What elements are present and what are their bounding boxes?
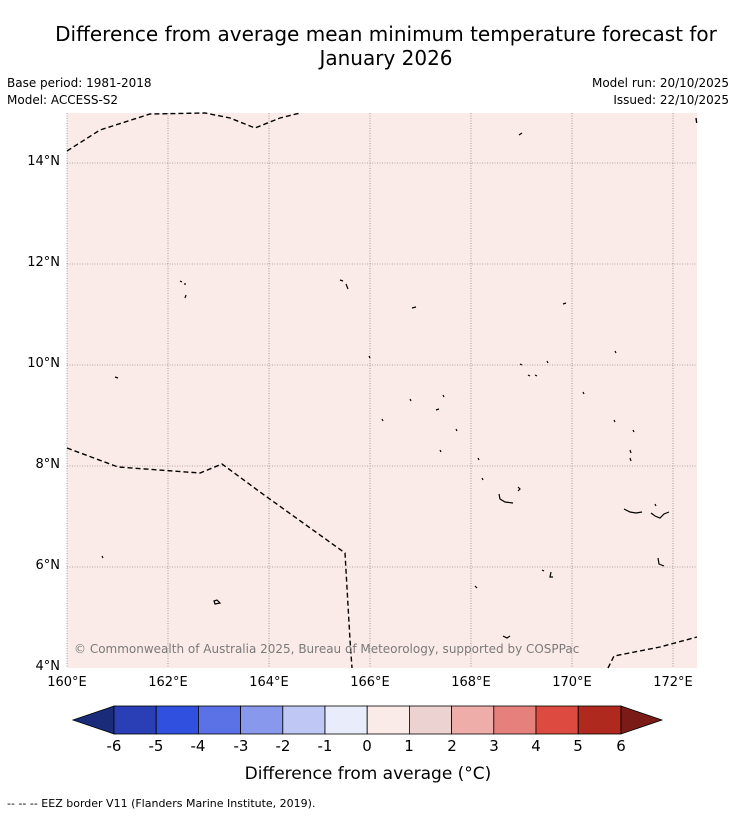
island [519,363,523,366]
colorbar-segment [408,705,452,735]
lat-label-14n: 14°N [27,154,60,169]
colorbar-tick: 2 [447,737,457,755]
lon-label-172e: 172°E [653,675,693,690]
eez-borders [66,112,698,669]
lon-label-166e: 166°E [350,675,390,690]
lon-label-164e: 164°E [249,675,289,690]
colorbar [71,705,664,735]
lon-label-162e: 162°E [148,675,188,690]
colorbar-tick: 6 [616,737,626,755]
island [582,391,585,395]
lat-label-4n: 4°N [35,659,61,674]
colorbar-segment [451,705,495,735]
colorbar-tick: -4 [190,737,206,755]
island [549,571,553,578]
island [541,569,545,572]
island [474,585,478,589]
copyright-notice: © Commonwealth of Australia 2025, Bureau… [74,642,580,656]
island [562,302,567,305]
island [657,557,665,567]
island [411,306,417,309]
island [527,374,538,377]
colorbar-tick: -5 [148,737,164,755]
colorbar-tick: 3 [489,737,499,755]
island [613,419,616,423]
lat-label-6n: 6°N [35,558,61,573]
colorbar-segment [577,705,622,735]
colorbar-tick: 5 [573,737,583,755]
colorbar-tick: -1 [317,737,333,755]
issued-date: Issued: 22/10/2025 [613,93,729,107]
island [439,449,442,453]
colorbar-max-arrow [620,705,664,735]
colorbar-segment [197,705,241,735]
colorbar-tick: 4 [531,737,541,755]
lat-label-12n: 12°N [27,255,60,270]
island [339,279,349,290]
colorbar-tick: 1 [404,737,414,755]
island [481,477,484,481]
colorbar-min-arrow [71,705,115,735]
island [101,555,104,559]
colorbar-segment [535,705,579,735]
island [517,486,521,492]
map-background [67,113,697,668]
colorbar-segment [155,705,199,735]
meta-left: Base period: 1981-2018 Model: ACCESS-S2 [7,75,152,109]
model-name: Model: ACCESS-S2 [7,93,119,107]
colorbar-title: Difference from average (°C) [244,764,492,784]
colorbar-segment [324,705,368,735]
island [477,457,480,461]
colorbar-tick: -6 [106,737,122,755]
colorbar-segment [113,705,157,735]
title-line-1: Difference from average mean minimum tem… [55,22,717,46]
islands [101,132,670,639]
model-run: Model run: 20/10/2025 [591,76,729,90]
colorbar-segment [240,705,284,735]
base-period: Base period: 1981-2018 [7,76,152,90]
lat-label-10n: 10°N [27,356,60,371]
island [614,350,617,354]
island [114,376,119,379]
island [442,394,445,398]
island [368,355,371,359]
island [518,132,523,136]
colorbar-tick: 0 [362,737,372,755]
meta-right: Model run: 20/10/2025 Issued: 22/10/2025 [592,75,729,109]
island [629,449,632,462]
island [502,635,511,639]
eez-legend-note: -- -- -- EEZ border V11 (Flanders Marine… [7,797,316,810]
lon-label-168e: 168°E [451,675,491,690]
title-line-2: January 2026 [319,46,453,70]
island [455,428,458,432]
gridlines [66,113,697,668]
island [381,418,384,422]
island [654,503,657,507]
colorbar-segment [282,705,326,735]
island [498,493,514,504]
island [184,294,187,299]
lon-label-160e: 160°E [47,675,87,690]
island [409,398,412,402]
island [435,408,440,411]
colorbar-tick: -2 [275,737,291,755]
island [632,429,635,433]
island [179,280,186,285]
colorbar-segment [366,705,410,735]
island [546,360,549,364]
lon-label-170e: 170°E [552,675,592,690]
map-title: Difference from average mean minimum tem… [0,22,736,70]
colorbar-segment [493,705,537,735]
island [650,511,670,519]
island [213,599,222,605]
colorbar-tick: -3 [233,737,249,755]
lat-label-8n: 8°N [35,457,61,472]
island [623,508,643,514]
